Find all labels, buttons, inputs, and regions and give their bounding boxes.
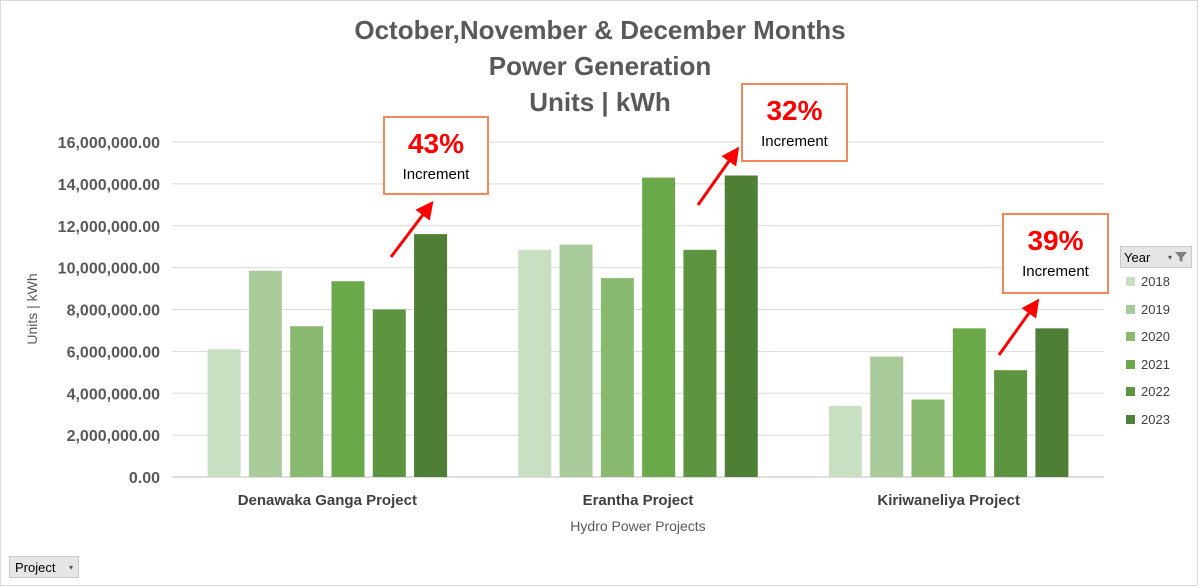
legend-item: 2019: [1120, 296, 1192, 324]
bar: [724, 175, 758, 477]
bar: [331, 281, 365, 477]
chart-title-line-3: Units | kWh: [529, 87, 671, 117]
bar: [1035, 328, 1069, 477]
filter-icon: [1175, 252, 1187, 262]
y-tick-label: 4,000,000.00: [67, 386, 161, 403]
bar: [994, 370, 1028, 477]
y-tick-label: 10,000,000.00: [58, 261, 160, 278]
x-tick-label: Denawaka Ganga Project: [238, 492, 417, 509]
legend-swatch: [1126, 304, 1135, 314]
legend-filter-button[interactable]: ▾: [1168, 250, 1188, 264]
bar: [911, 399, 945, 477]
y-tick-label: 8,000,000.00: [67, 303, 161, 320]
callout-box: 43% Increment: [383, 116, 489, 195]
legend-swatch: [1126, 359, 1135, 369]
dropdown-arrow-icon: ▾: [1167, 252, 1172, 262]
y-tick-label: 16,000,000.00: [58, 135, 160, 152]
bar: [683, 249, 717, 477]
increment-arrow: [389, 200, 434, 258]
callout-percent: 32%: [766, 95, 823, 126]
legend-label: 2019: [1141, 301, 1170, 317]
legend-label: 2021: [1141, 356, 1170, 372]
callout-label: Increment: [402, 166, 470, 183]
legend-swatch: [1126, 332, 1135, 342]
legend-label: 2018: [1141, 274, 1170, 290]
legend-item: 2021: [1120, 351, 1192, 379]
bar: [290, 326, 324, 477]
project-field-button[interactable]: Project ▾: [9, 556, 79, 578]
increment-arrow: [696, 146, 740, 206]
chart-title-line-2: Power Generation: [488, 51, 712, 81]
legend: Year ▾ 2018 2019 2020 2021 2022 2023: [1120, 246, 1192, 433]
chart-title-line-1: October,November & December Months: [354, 15, 846, 45]
bar: [952, 328, 986, 477]
increment-arrow: [997, 298, 1040, 356]
callout-box: 32% Increment: [741, 83, 848, 162]
x-tick-label: Erantha Project: [583, 492, 694, 509]
y-tick-label: 6,000,000.00: [67, 344, 161, 361]
legend-label: 2023: [1141, 411, 1170, 427]
y-tick-label: 12,000,000.00: [58, 219, 160, 236]
legend-item: 2023: [1120, 406, 1192, 434]
bar: [248, 270, 282, 477]
legend-swatch: [1126, 387, 1135, 397]
bar: [372, 309, 406, 477]
callout-label: Increment: [1022, 263, 1089, 280]
y-tick-label: 0.00: [129, 470, 160, 487]
bar: [642, 177, 676, 477]
legend-label: 2022: [1141, 384, 1170, 400]
callout-label: Increment: [761, 133, 828, 150]
legend-item: 2020: [1120, 323, 1192, 351]
y-tick-label: 14,000,000.00: [58, 177, 160, 194]
x-tick-label: Kiriwaneliya Project: [877, 492, 1020, 509]
callout-box: 39% Increment: [1002, 213, 1109, 294]
bar: [518, 249, 552, 477]
legend-header[interactable]: Year ▾: [1120, 246, 1192, 268]
dropdown-arrow-icon: ▾: [68, 562, 73, 572]
legend-item: 2022: [1120, 378, 1192, 406]
callout-percent: 43%: [407, 128, 465, 159]
legend-swatch: [1126, 277, 1135, 287]
legend-title: Year: [1124, 249, 1151, 265]
bar: [559, 244, 593, 477]
bar: [870, 356, 904, 477]
y-axis-title: Units | kWh: [24, 273, 40, 344]
callout-percent: 39%: [1027, 225, 1084, 256]
bar: [207, 349, 241, 477]
bar: [828, 405, 862, 477]
project-field-label: Project: [15, 559, 56, 575]
bar: [600, 278, 634, 477]
x-axis-title: Hydro Power Projects: [570, 518, 705, 534]
legend-swatch: [1126, 414, 1135, 424]
bar: [414, 234, 448, 477]
y-tick-label: 2,000,000.00: [67, 428, 161, 445]
legend-label: 2020: [1141, 329, 1170, 345]
legend-item: 2018: [1120, 268, 1192, 296]
